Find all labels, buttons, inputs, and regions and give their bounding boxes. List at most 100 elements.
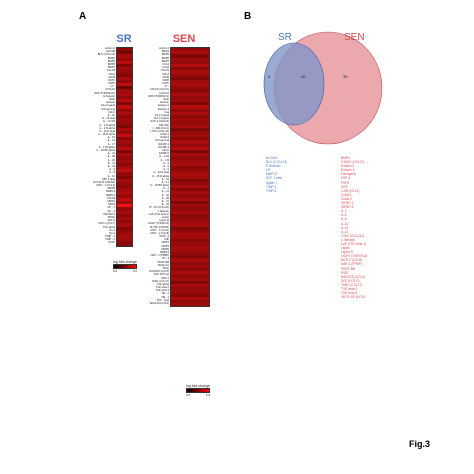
sen-unique-list: BMP4 CTACK (CCL27) Eotaxin 2 Eotaxin 3 Fas l…: [341, 156, 367, 299]
sen-heat-cell: [171, 140, 209, 144]
sr-row-label: Tie-1: [109, 228, 115, 232]
sen-row-label: CD14: [162, 72, 169, 76]
sr-heat-cell: [117, 76, 132, 80]
sr-heat-cell: [117, 86, 132, 90]
sr-heat-cell: [117, 70, 132, 74]
sr-row-label: MMP13: [106, 190, 115, 194]
sen-row-label: MMP1: [161, 241, 170, 245]
sr-row-label: Activin A: [105, 47, 115, 50]
sen-heat-cell: [171, 236, 209, 240]
sen-heat-cell: [171, 105, 209, 109]
sen-heat-cell: [171, 229, 209, 233]
sen-heat-cell: [171, 127, 209, 131]
sen-heat-cell: [171, 124, 209, 128]
sen-row-label: SDF-1: [161, 276, 170, 280]
sen-heat-cell: [171, 223, 209, 227]
sen-row-label: I - 309 (CCL1): [152, 126, 169, 130]
sen-row-label: ICAM-1: [160, 133, 169, 137]
sen-row-label: IL - 10 R beta: [153, 171, 169, 175]
sen-row-label: CTACK (CCL27): [149, 88, 169, 92]
sr-legend-tick-min: 0.0: [113, 269, 118, 273]
sen-row-label: IL - 28: [161, 196, 169, 200]
sr-heat-cell: [117, 232, 132, 237]
sen-list-item: SCF (KITLG): [341, 278, 360, 283]
sen-row-label: IL - 18 BP alpha: [150, 184, 169, 188]
sr-heat-cell: [117, 102, 132, 106]
sen-list-item: L Selectin: [341, 237, 355, 242]
sr-heat-cell: [117, 201, 132, 205]
sen-row-label: CCL15: [160, 69, 169, 73]
sen-row-label: Eotaxin: [160, 101, 169, 105]
sen-row-label: IGF-BP-4: [158, 145, 169, 149]
sen-row-label: LT -: [164, 85, 169, 89]
sen-heat-cell: [171, 89, 209, 93]
sr-row-label: NC - 3: [107, 209, 116, 213]
sen-legend-tick-max: 5.0: [205, 393, 210, 397]
sen-heat-cell: [171, 201, 209, 205]
sen-row-label: FLT-3 Ligand: [153, 117, 169, 121]
sen-row-label: BMP7: [161, 59, 169, 63]
sr-heat-cell: [117, 99, 132, 103]
sr-row-label: IL - 31: [107, 161, 115, 165]
sr-heat-cell: [117, 223, 132, 227]
sr-heat-cell: [117, 150, 132, 154]
sen-heat-cell: [171, 108, 209, 112]
sen-list-item: IL-2: [341, 209, 347, 214]
sen-row-label: IL - 5: [163, 164, 169, 168]
sen-list-item: IGFBP-6: [341, 205, 354, 210]
sen-heat-cell: [171, 79, 209, 84]
sen-list-item: Fas ligand: [341, 172, 356, 177]
sen-row-label: BMP4: [161, 50, 169, 54]
sen-row-label: Fas: [164, 110, 169, 114]
venn-sr-label: SR: [278, 32, 292, 43]
sen-heat-cell: [171, 194, 209, 198]
sen-list-item: ICAM-3: [341, 196, 352, 201]
sen-heat-cell: [171, 130, 209, 135]
sen-heat-cell: [171, 95, 209, 99]
sen-row-label: IFN gamma: [155, 139, 169, 143]
sen-heat-cell: [171, 277, 209, 281]
sen-legend-title: log fold-change: [186, 384, 210, 388]
sen-heat-cell: [171, 92, 209, 96]
sen-row-label: EGF: [163, 98, 169, 101]
sen-row-label: DR6 (TNFRSF21): [148, 94, 169, 98]
sen-row-label: VEGF-R3 (FLT4): [149, 302, 169, 305]
sen-list-item: Eotaxin 3: [341, 168, 355, 173]
sen-row-label: IL - 1 R: [160, 158, 169, 162]
sr-row-label: IL - 16: [107, 136, 115, 140]
sr-row-label: MMP9: [107, 187, 116, 191]
sen-heat-cell: [171, 134, 209, 138]
sr-row-label: IL - 28: [107, 155, 115, 159]
sen-heat-cell: [171, 76, 209, 80]
sr-row-label: E Selectin: [103, 94, 115, 98]
sen-heat-cell: [171, 175, 209, 179]
sen-heat-cell: [171, 102, 209, 106]
sr-row-label: IL - 13: [107, 174, 115, 178]
sen-row-label: LAP (TGF beta 1): [148, 212, 169, 216]
sr-list-item: MMP13: [266, 172, 277, 177]
sen-row-label: MMP9: [161, 247, 170, 251]
sen-list-item: Leptin R: [341, 250, 353, 255]
sr-heat-cell: [117, 229, 132, 233]
sr-legend-tick-max: 5.0: [132, 269, 137, 273]
sr-row-label: BMP5: [107, 59, 115, 63]
sr-heatmap-title: SR: [116, 33, 132, 45]
sen-list-item: NAP-2 (PPBP): [341, 262, 362, 267]
sen-heat-cell: [171, 261, 209, 265]
sen-row-label: TGF beta 3: [155, 289, 169, 293]
sen-list-item: FGF-4: [341, 176, 351, 181]
sen-row-label: IL - 6: [163, 168, 169, 172]
sr-row-label: EGF: [109, 98, 115, 101]
sen-heat-cell: [171, 280, 209, 284]
sen-row-label: CD80: [162, 78, 169, 82]
sen-legend-bar: [186, 388, 210, 393]
sen-heat-cell: [171, 245, 209, 249]
sr-heat-cell: [117, 191, 132, 195]
venn-sen-only-count: 39: [343, 74, 348, 79]
sen-heat-cell: [171, 267, 209, 272]
sen-heat-cell: [171, 226, 209, 230]
sen-row-label: MCP - 2 (CCL8): [150, 231, 169, 235]
sen-list-item: IL-6: [341, 217, 347, 222]
sen-list-item: VEGF-R3 (FLT4): [341, 295, 366, 300]
sen-heat-cell: [171, 99, 209, 103]
